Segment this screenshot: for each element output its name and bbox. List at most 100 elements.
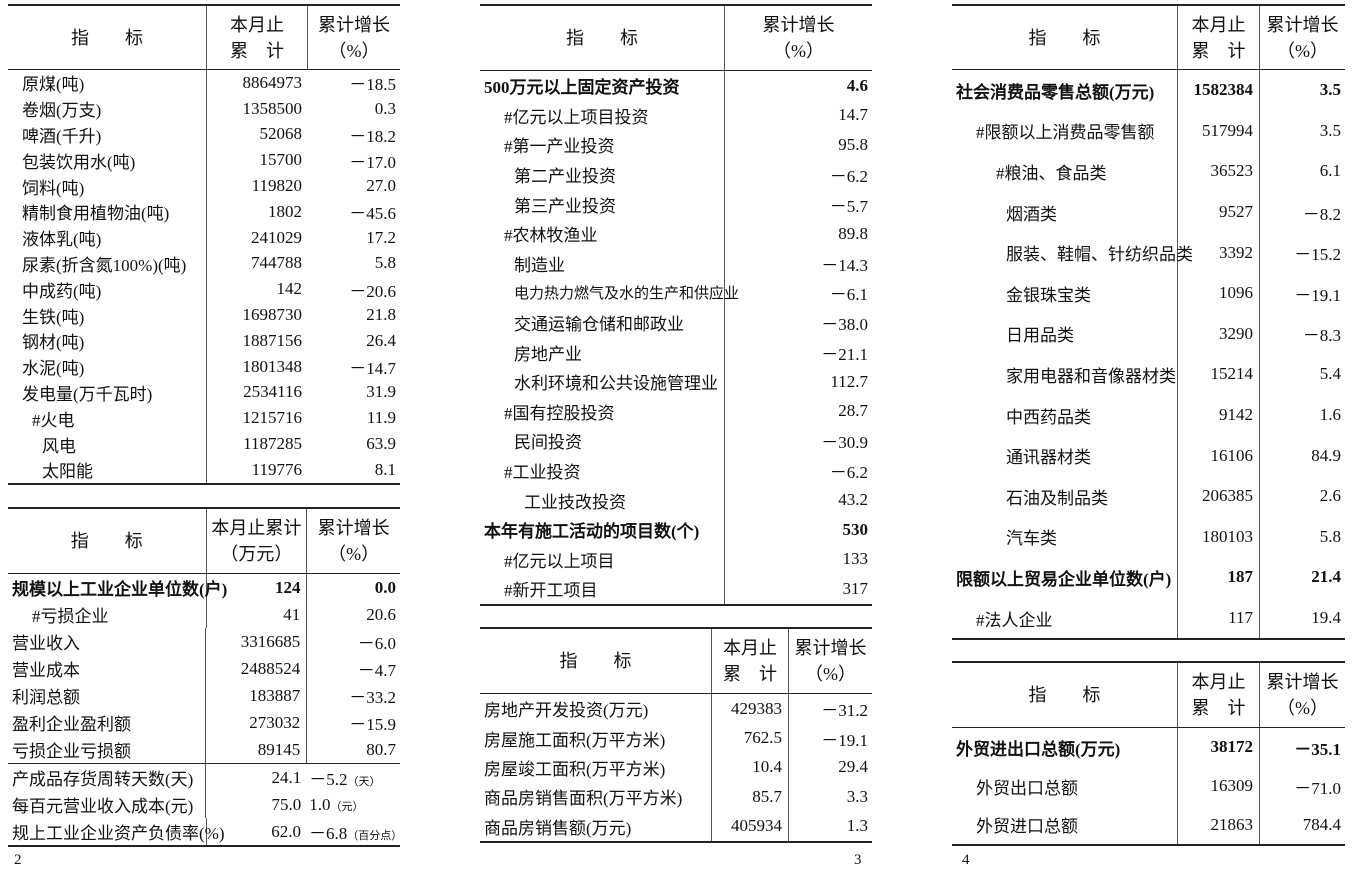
row-label: 中西药品类 <box>952 394 1178 436</box>
row-change: －71.0 <box>1294 778 1341 798</box>
row-value: 62.0 <box>271 821 301 841</box>
row-change: －6.0 <box>357 634 396 653</box>
row-label: 电力热力燃气及水的生产和供应业 <box>480 278 739 308</box>
row-label: 盈利企业盈利额 <box>8 709 207 736</box>
row-label: 卷烟(万支) <box>8 95 207 122</box>
table-row: 钢材(吨) 1887156 26.4 <box>8 327 400 354</box>
row-value: 85.7 <box>712 782 789 812</box>
row-change-value: －6.8 <box>309 824 348 843</box>
row-value: 117 <box>1178 597 1260 639</box>
row-label: 尿素(折含氮100%)(吨) <box>8 250 207 277</box>
table-row: #火电 1215716 11.9 <box>8 405 400 432</box>
row-label: #亏损企业 <box>8 601 207 628</box>
row-change: －19.1 <box>821 730 868 750</box>
row-change: 8.1 <box>374 459 396 479</box>
row-change: －8.2 <box>1302 204 1341 224</box>
table-row: 外贸出口总额 16309 －71.0 <box>952 766 1345 806</box>
row-label: 外贸进口总额 <box>952 805 1178 845</box>
table-row: 石油及制品类 206385 2.6 <box>952 475 1345 517</box>
row-change-value: －5.2 <box>309 770 348 789</box>
row-label: 日用品类 <box>952 313 1178 355</box>
row-label: 水泥(吨) <box>8 353 207 380</box>
row-change: 4.6 <box>846 75 868 95</box>
row-label: 利润总额 <box>8 682 207 709</box>
table-row: 每百元营业收入成本(元) 75.0 1.0（元） <box>8 791 400 818</box>
table-industrial-enterprises: 指 标本月止累计 （万元） 累计增长 （%） 规模以上工业企业单位数(户) 124 0.… <box>8 507 403 847</box>
column-header: 指 标 <box>952 663 1178 727</box>
row-label: 液体乳(吨) <box>8 224 207 251</box>
row-change-unit: （元） <box>330 800 364 813</box>
row-change: 43.2 <box>838 490 868 510</box>
row-label: 每百元营业收入成本(元) <box>8 791 207 818</box>
table-row: 房地产开发投资(万元) 429383 －31.2 <box>480 694 872 724</box>
column-header: 指 标 <box>952 6 1178 69</box>
row-change: 6.1 <box>1319 161 1341 181</box>
row-change: 89.8 <box>838 223 868 243</box>
row-label: 房屋施工面积(万平方米) <box>480 723 712 753</box>
table-row: 中西药品类 9142 1.6 <box>952 394 1345 436</box>
table-industrial-output: 指 标本月止 累 计累计增长 （%） 原煤(吨) 8864973 －18.5 卷烟(万支… <box>8 4 400 485</box>
row-change: 29.4 <box>838 757 868 777</box>
row-value: 119776 <box>251 459 302 479</box>
row-label: 规模以上工业企业单位数(户) <box>8 574 227 601</box>
row-change: 0.3 <box>374 98 396 118</box>
row-value: 241029 <box>251 227 302 247</box>
row-label: 商品房销售额(万元) <box>480 811 712 841</box>
table-row: 液体乳(吨) 241029 17.2 <box>8 224 400 251</box>
table-row: 500万元以上固定资产投资 4.6 <box>480 71 872 101</box>
row-label: 风电 <box>8 431 207 457</box>
row-change: 21.4 <box>1311 567 1341 587</box>
column-header: 指 标 <box>480 6 725 70</box>
row-value: 52068 <box>259 124 303 144</box>
row-label: 精制食用植物油(吨) <box>8 198 207 225</box>
row-label: 房地产业 <box>480 337 725 367</box>
row-change: 133 <box>842 549 869 569</box>
table-row: 生铁(吨) 1698730 21.8 <box>8 302 400 328</box>
row-change: －15.9 <box>349 715 396 734</box>
table-row: #第一产业投资 95.8 <box>480 130 872 160</box>
row-change: 21.8 <box>366 305 396 325</box>
row-label: 金银珠宝类 <box>952 272 1178 314</box>
table-row: 本年有施工活动的项目数(个) 530 <box>480 514 872 545</box>
table-row: 饲料(吨) 119820 27.0 <box>8 173 400 199</box>
row-value: 273032 <box>206 709 308 736</box>
column-header: 本月止累计 （万元） <box>207 509 308 573</box>
row-change: －35.1 <box>1294 739 1341 759</box>
row-value: 762.5 <box>712 723 789 753</box>
row-label: 饲料(吨) <box>8 173 207 199</box>
row-change: －38.0 <box>821 315 868 335</box>
row-change-unit: （天） <box>347 776 381 788</box>
row-label: 营业成本 <box>8 655 207 682</box>
row-label: 本年有施工活动的项目数(个) <box>480 514 725 545</box>
column-header: 累计增长 （%） <box>1266 672 1339 718</box>
row-change-unit: （百分点） <box>347 830 403 842</box>
row-value: 41 <box>207 601 308 628</box>
table-row: 水利环境和公共设施管理业 112.7 <box>480 366 872 397</box>
row-value: 15214 <box>1178 354 1260 395</box>
row-change-value: 1.0 <box>309 794 331 814</box>
row-value: 36523 <box>1178 151 1260 192</box>
row-label: 石油及制品类 <box>952 475 1178 517</box>
row-change: 26.4 <box>366 330 396 350</box>
row-value: 1215716 <box>242 408 303 428</box>
row-change: 1.3 <box>846 816 868 836</box>
row-change: －20.6 <box>349 281 396 301</box>
row-value: 16106 <box>1178 435 1260 476</box>
row-label: 交通运输仓储和邮政业 <box>480 307 725 338</box>
row-change: 530 <box>842 519 869 539</box>
row-value: 1887156 <box>242 330 303 350</box>
table-header: 指 标本月止累计 （万元） 累计增长 （%） <box>8 509 400 574</box>
table-row: 社会消费品零售总额(万元) 1582384 3.5 <box>952 70 1345 111</box>
table-row: 第二产业投资 －6.2 <box>480 159 872 190</box>
table-row: 规模以上工业企业单位数(户) 124 0.0 <box>8 574 400 601</box>
table-row: 水泥(吨) 1801348 －14.7 <box>8 353 400 380</box>
page-number: 4 <box>962 852 970 868</box>
row-value: 744788 <box>251 253 302 273</box>
table-row: 原煤(吨) 8864973 －18.5 <box>8 70 400 96</box>
table-header: 指 标本月止 累 计累计增长 （%） <box>8 6 400 70</box>
row-change: 31.9 <box>366 382 396 402</box>
table-row: 通讯器材类 16106 84.9 <box>952 435 1345 476</box>
table-row: 啤酒(千升) 52068 －18.2 <box>8 121 400 148</box>
table-row: 烟酒类 9527 －8.2 <box>952 191 1345 233</box>
column-header: 指 标 <box>8 6 207 69</box>
